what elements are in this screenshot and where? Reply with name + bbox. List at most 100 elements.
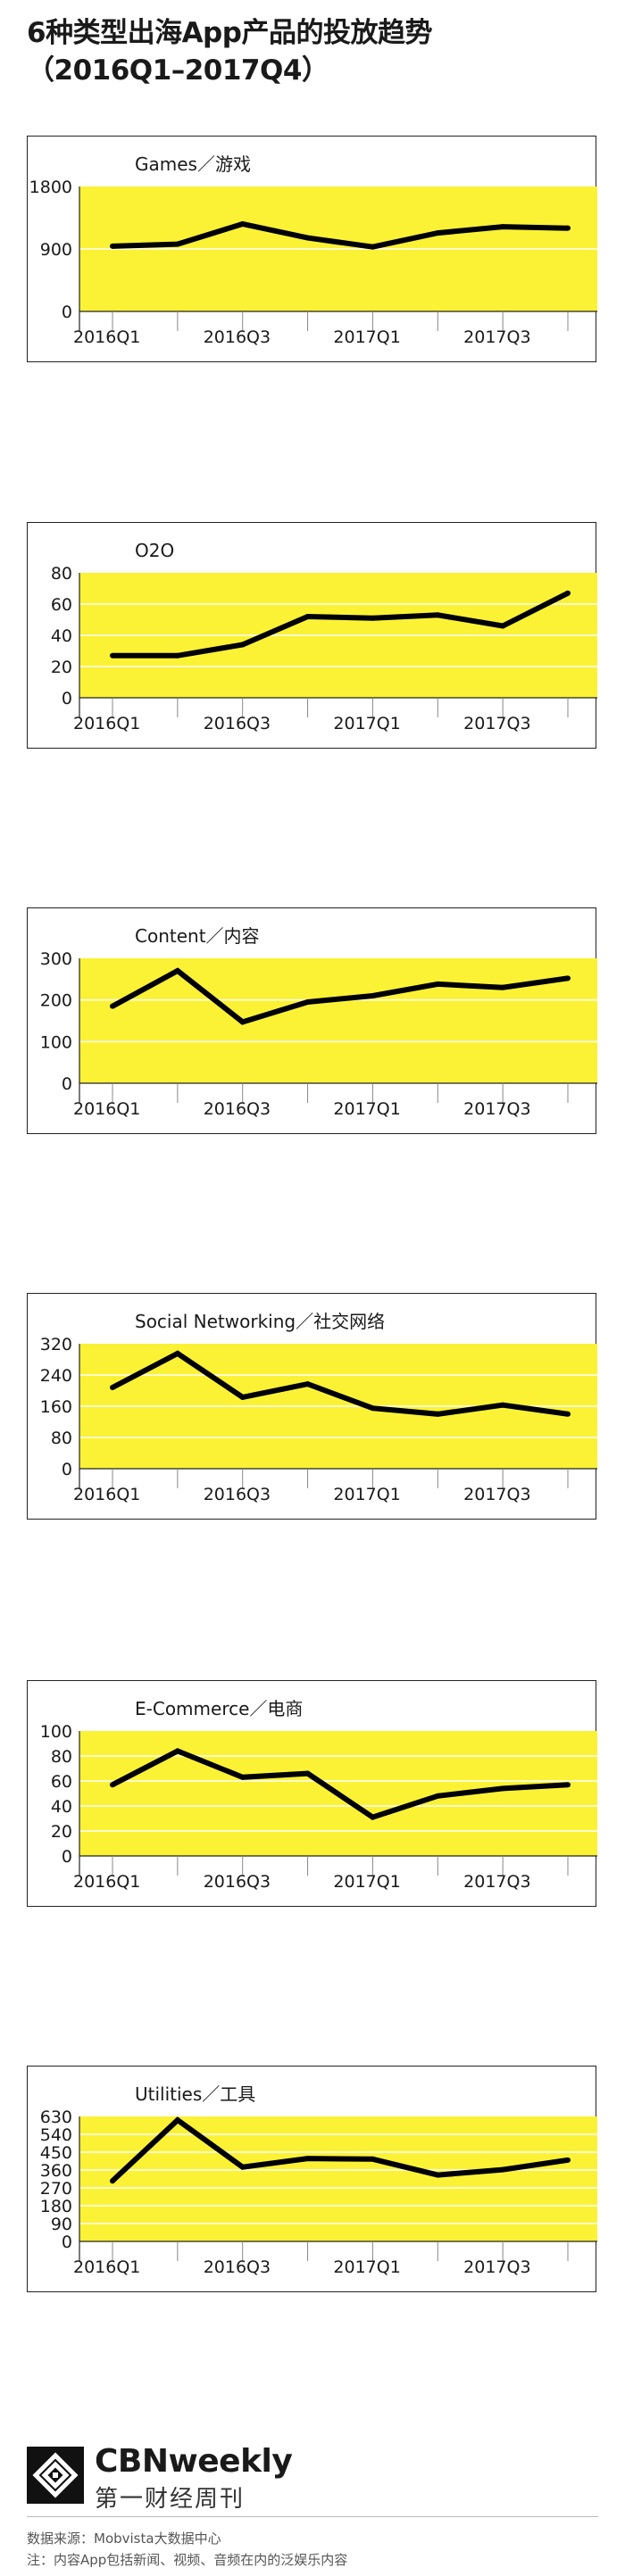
data-point [174,2117,180,2123]
y-tick-label: 630 [40,2108,72,2127]
series-line [110,2116,569,2183]
title-line-2: （2016Q1–2017Q4） [27,54,329,87]
y-tick-label: 300 [40,949,72,969]
data-point [174,1350,180,1356]
data-point [370,244,376,250]
data-point [110,243,115,249]
data-point [304,2156,311,2162]
brand-name-cn: 第一财经周刊 [95,2486,246,2513]
data-point [110,2178,115,2184]
data-point [304,1770,311,1777]
data-point [304,614,311,619]
series-line [111,1748,569,1820]
data-point [239,1394,246,1400]
data-point [565,590,571,596]
y-tick-label: 40 [51,1797,72,1817]
source-note: 数据来源：Mobvista大数据中心 [27,2530,221,2547]
y-tick-label: 320 [40,1335,72,1354]
y-tick-label: 160 [40,1397,72,1417]
data-point [370,1814,376,1820]
x-tick-label: 2016Q3 [204,1872,271,1892]
series-line [112,591,570,658]
data-point [565,225,571,231]
page-title: 6种类型出海App产品的投放趋势 （2016Q1–2017Q4） [27,14,598,89]
data-point [500,984,506,990]
data-point [304,999,311,1005]
y-tick-label: 240 [40,1366,72,1386]
data-point [174,652,180,658]
x-tick-label: 2016Q1 [73,327,140,347]
y-tick-label: 100 [40,1032,72,1052]
brand-logo: CBNweekly 第一财经周刊 [27,2443,598,2516]
data-point [174,241,180,247]
x-tick-label: 2017Q3 [463,1099,530,1119]
chart-panel-content: Content／内容 0 100 200 300 2016Q1 2016Q3 2017Q1 20… [27,907,597,1134]
chart-panel-games: Games／游戏 0 900 1800 2016Q1 2016Q3 2017Q1 2017Q3 [27,136,597,362]
y-tick-label: 20 [51,658,72,677]
data-point [500,2166,506,2173]
chart-svg-games: Games／游戏 0 900 1800 2016Q1 2016Q3 2017Q1 2017Q3 [29,153,597,347]
chart-svg-content: Content／内容 0 100 200 300 2016Q1 2016Q3 2017Q1 20… [40,925,597,1119]
x-tick-label: 2017Q1 [333,1872,400,1892]
x-tick-label: 2017Q1 [333,1099,400,1119]
x-tick-label: 2017Q1 [333,327,400,347]
series-line [112,220,569,250]
data-point [239,1019,246,1025]
data-point [110,1385,115,1390]
data-point [370,2156,376,2162]
data-point [500,224,506,230]
data-point [435,2172,441,2178]
chart-title: Content／内容 [135,925,260,947]
x-tick-label: 2016Q3 [204,1485,271,1504]
brand-name: CBNweekly [95,2443,293,2480]
y-tick-label: 0 [62,689,72,708]
chart-title: Games／游戏 [135,153,251,175]
x-tick-label: 2017Q1 [333,2257,400,2277]
data-point [565,1782,571,1788]
chart-title: O2O [135,540,174,561]
data-point [239,1774,246,1780]
x-tick-label: 2017Q1 [333,1485,400,1504]
plot-area [79,2116,597,2241]
x-tick-label: 2016Q3 [204,1099,271,1119]
x-tick-label: 2016Q3 [204,2257,271,2277]
y-tick-label: 360 [40,2161,72,2181]
chart-title: E-Commerce／电商 [135,1698,303,1719]
data-point [370,615,376,621]
chart-panel-o2o: O2O 0 20 40 60 80 2016Q1 2016Q3 2017Q1 2017Q3 [27,522,597,749]
y-tick-label: 20 [51,1822,72,1842]
y-tick-label: 0 [62,1460,72,1479]
data-point [565,975,571,982]
chart-title: Social Networking／社交网络 [135,1311,385,1332]
chart-panel-e-commerce: E-Commerce／电商 0 20 40 60 80 100 2016Q1 2016Q3 201… [27,1680,597,1907]
chart-title: Utilities／工具 [135,2083,255,2105]
x-tick-label: 2016Q1 [73,1485,140,1504]
data-point [304,1381,311,1387]
data-point [565,1411,571,1417]
cbn-logo-icon [27,2447,84,2504]
data-point [565,2157,571,2163]
y-tick-label: 900 [40,240,72,260]
data-point [110,1782,115,1788]
data-point [500,1402,506,1408]
x-tick-label: 2017Q3 [463,714,530,733]
x-tick-label: 2016Q1 [73,1099,140,1119]
data-point [370,993,376,998]
data-point [435,230,441,236]
data-point [435,981,441,987]
data-point [174,1748,180,1754]
x-tick-label: 2016Q1 [73,1872,140,1892]
x-tick-label: 2017Q3 [463,1485,530,1504]
y-tick-label: 80 [51,1747,72,1767]
chart-panel-utilities: Utilities／工具 0 90 180 270 360 450 540 630 2016Q1 2… [27,2066,597,2292]
footnote: 注：内容App包括新闻、视频、音频在内的泛娱乐内容 [27,2552,348,2568]
y-tick-label: 100 [40,1722,72,1742]
y-tick-label: 540 [40,2125,72,2145]
data-point [500,1785,506,1792]
data-point [435,1411,441,1417]
x-tick-label: 2016Q3 [204,714,271,733]
y-tick-label: 80 [51,1429,72,1448]
plot-area [79,958,597,1083]
x-tick-label: 2016Q3 [204,327,271,347]
